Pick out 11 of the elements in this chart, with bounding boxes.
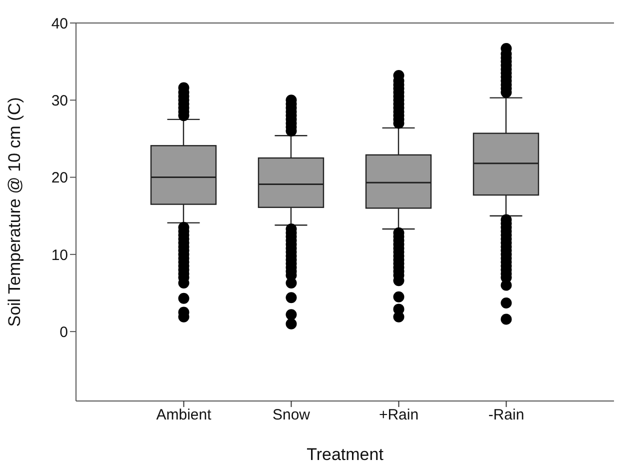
x-axis-title: Treatment	[306, 445, 384, 464]
x-tick-label: Snow	[272, 406, 310, 424]
y-axis-title: Soil Temperature @ 10 cm (C)	[5, 97, 24, 327]
y-tick-label: 40	[51, 15, 68, 32]
x-tick-label: -Rain	[488, 406, 524, 424]
y-tick-label: 30	[51, 92, 68, 110]
x-tick-label: Ambient	[156, 406, 212, 424]
y-tick-label: 20	[51, 170, 68, 187]
y-tick-label: 10	[51, 246, 68, 264]
y-tick-label: 0	[60, 324, 68, 341]
x-tick-label: +Rain	[378, 406, 419, 424]
